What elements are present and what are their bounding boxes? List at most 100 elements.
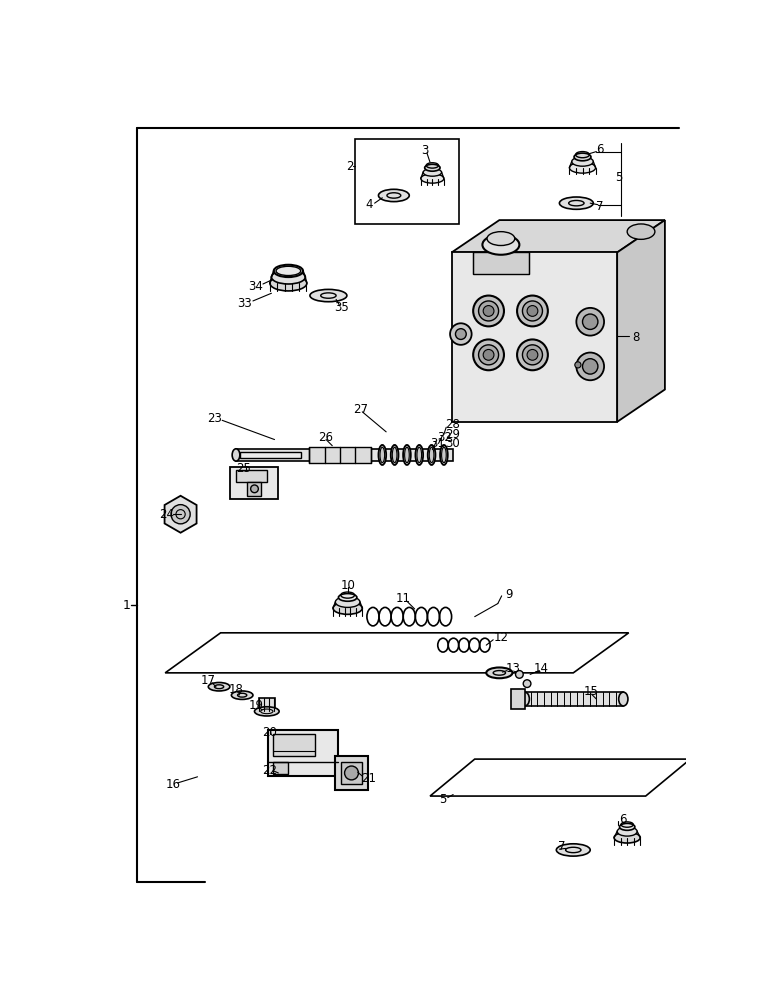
Circle shape <box>478 345 499 365</box>
Ellipse shape <box>335 597 360 607</box>
Bar <box>236 449 453 461</box>
Circle shape <box>483 306 494 316</box>
Circle shape <box>251 485 258 493</box>
Ellipse shape <box>209 682 230 691</box>
Bar <box>247 482 261 496</box>
Ellipse shape <box>403 445 411 465</box>
Bar <box>355 139 459 224</box>
Ellipse shape <box>333 602 362 614</box>
Ellipse shape <box>556 844 591 856</box>
Ellipse shape <box>417 447 422 463</box>
Ellipse shape <box>390 445 399 465</box>
Ellipse shape <box>425 164 440 171</box>
Ellipse shape <box>617 827 637 836</box>
Ellipse shape <box>627 224 655 239</box>
Text: 30: 30 <box>445 437 460 450</box>
Text: 32: 32 <box>437 431 452 444</box>
Bar <box>268 730 338 776</box>
Circle shape <box>483 349 494 360</box>
Bar <box>335 756 368 790</box>
Text: 9: 9 <box>506 588 513 601</box>
Text: 33: 33 <box>238 297 252 310</box>
Text: 26: 26 <box>318 431 332 444</box>
Text: 10: 10 <box>341 579 355 592</box>
Bar <box>236 470 267 482</box>
Text: 3: 3 <box>422 144 429 157</box>
Circle shape <box>582 359 598 374</box>
Text: 5: 5 <box>439 793 447 806</box>
Text: 35: 35 <box>335 301 349 314</box>
Bar <box>259 698 274 711</box>
Ellipse shape <box>421 174 444 183</box>
Bar <box>525 692 623 706</box>
Bar <box>240 452 302 458</box>
Ellipse shape <box>428 445 435 465</box>
Circle shape <box>523 301 542 321</box>
Circle shape <box>527 349 538 360</box>
Text: 27: 27 <box>353 403 368 416</box>
Ellipse shape <box>429 447 434 463</box>
Text: 7: 7 <box>558 840 565 853</box>
Text: 6: 6 <box>620 813 627 826</box>
Bar <box>511 689 525 709</box>
Text: 18: 18 <box>228 683 243 696</box>
Ellipse shape <box>442 447 446 463</box>
Ellipse shape <box>614 832 640 843</box>
Circle shape <box>473 296 504 326</box>
Polygon shape <box>473 252 529 274</box>
Ellipse shape <box>416 445 423 465</box>
Circle shape <box>575 362 581 368</box>
Ellipse shape <box>393 447 397 463</box>
Text: 1: 1 <box>123 599 131 612</box>
Text: 34: 34 <box>248 280 264 293</box>
Text: 31: 31 <box>430 437 445 450</box>
Polygon shape <box>617 220 665 422</box>
Ellipse shape <box>487 232 515 246</box>
Ellipse shape <box>310 289 347 302</box>
Circle shape <box>527 306 538 316</box>
Text: 6: 6 <box>597 143 604 156</box>
Ellipse shape <box>482 235 520 255</box>
Bar <box>230 466 277 499</box>
Ellipse shape <box>231 691 253 699</box>
Ellipse shape <box>620 823 635 830</box>
Circle shape <box>576 353 604 380</box>
Bar <box>309 447 371 463</box>
Text: 28: 28 <box>445 418 461 431</box>
Text: 7: 7 <box>597 200 604 213</box>
Ellipse shape <box>338 594 357 601</box>
Polygon shape <box>452 220 665 252</box>
Circle shape <box>523 345 542 365</box>
Ellipse shape <box>423 169 442 176</box>
Circle shape <box>576 308 604 336</box>
Text: 8: 8 <box>632 331 639 344</box>
Text: 24: 24 <box>159 508 174 521</box>
Ellipse shape <box>274 265 303 277</box>
Ellipse shape <box>378 189 410 202</box>
Text: 11: 11 <box>397 592 411 605</box>
Ellipse shape <box>254 707 279 716</box>
Ellipse shape <box>569 162 596 173</box>
Text: 19: 19 <box>248 699 264 712</box>
Polygon shape <box>164 496 196 533</box>
Ellipse shape <box>380 447 384 463</box>
Text: 20: 20 <box>262 726 277 739</box>
Ellipse shape <box>440 445 448 465</box>
Text: 14: 14 <box>533 662 549 675</box>
Circle shape <box>171 505 190 524</box>
Circle shape <box>517 339 548 370</box>
Ellipse shape <box>486 667 513 678</box>
Circle shape <box>516 671 523 678</box>
Text: 23: 23 <box>208 412 222 425</box>
Text: 12: 12 <box>494 631 508 644</box>
Text: 13: 13 <box>506 662 520 675</box>
Circle shape <box>523 680 531 687</box>
Circle shape <box>450 323 471 345</box>
Ellipse shape <box>232 449 240 461</box>
Circle shape <box>582 314 598 329</box>
Text: 5: 5 <box>615 171 622 184</box>
Text: 22: 22 <box>262 764 277 777</box>
Text: 4: 4 <box>365 198 373 211</box>
Circle shape <box>455 329 466 339</box>
Circle shape <box>478 301 499 321</box>
